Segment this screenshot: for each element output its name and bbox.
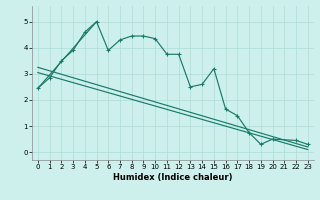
- X-axis label: Humidex (Indice chaleur): Humidex (Indice chaleur): [113, 173, 233, 182]
